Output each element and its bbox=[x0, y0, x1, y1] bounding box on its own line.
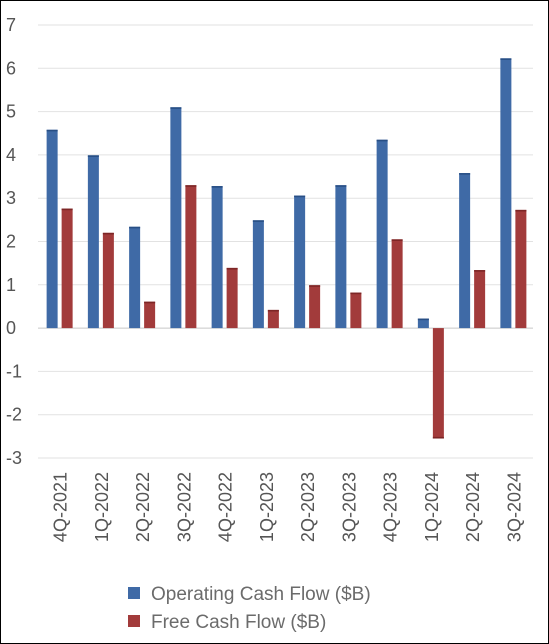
free-cash-flow-bar-cap bbox=[267, 309, 279, 312]
y-tick-label: 1 bbox=[6, 275, 16, 295]
x-axis-ticks: 4Q-2021 1Q-2022 2Q-2022 3Q-2022 4Q-2022 1Q-20… bbox=[51, 472, 525, 542]
operating-cash-flow-bar-cap bbox=[417, 318, 429, 321]
operating-cash-flow-bar bbox=[252, 220, 264, 329]
operating-cash-flow-bar-cap bbox=[376, 139, 388, 142]
free-cash-flow-bar bbox=[350, 292, 362, 329]
x-tick-label: 1Q-2024 bbox=[422, 472, 442, 542]
operating-cash-flow-bar-cap bbox=[500, 58, 512, 60]
operating-cash-flow-bar-cap bbox=[87, 155, 99, 157]
free-cash-flow-bar bbox=[474, 270, 486, 329]
x-tick-label: 3Q-2024 bbox=[504, 472, 524, 542]
operating-cash-flow-bar-cap bbox=[129, 226, 141, 229]
legend: Operating Cash Flow ($B) Free Cash Flow (… bbox=[128, 584, 371, 633]
operating-cash-flow-bar-cap bbox=[294, 195, 306, 198]
free-cash-flow-bar-cap bbox=[185, 185, 197, 187]
y-tick-label: -2 bbox=[6, 405, 22, 425]
free-cash-flow-bar-cap bbox=[515, 209, 527, 212]
y-tick-label: 0 bbox=[6, 318, 16, 338]
free-cash-flow-bar-cap bbox=[61, 208, 73, 211]
operating-cash-flow-bar bbox=[376, 139, 388, 329]
free-cash-flow-bar bbox=[61, 208, 73, 329]
x-tick-label: 3Q-2022 bbox=[174, 472, 194, 542]
free-cash-flow-bar bbox=[432, 328, 444, 439]
x-tick-label: 4Q-2023 bbox=[381, 472, 401, 542]
operating-cash-flow-bar-cap bbox=[170, 107, 182, 109]
x-tick-label: 4Q-2021 bbox=[51, 472, 71, 542]
operating-cash-flow-bar bbox=[129, 226, 141, 329]
y-tick-label: 7 bbox=[6, 15, 16, 35]
operating-cash-flow-bar bbox=[46, 129, 58, 329]
operating-cash-flow-bar bbox=[294, 195, 306, 329]
x-tick-label: 3Q-2023 bbox=[339, 472, 359, 542]
legend-label: Operating Cash Flow ($B) bbox=[151, 584, 371, 605]
x-tick-label: 2Q-2024 bbox=[463, 472, 483, 542]
operating-cash-flow-bar bbox=[87, 155, 99, 329]
free-cash-flow-bar-cap bbox=[391, 239, 403, 241]
operating-cash-flow-bar-cap bbox=[459, 173, 471, 175]
operating-cash-flow-bar bbox=[417, 318, 429, 329]
x-tick-label: 2Q-2022 bbox=[133, 472, 153, 542]
free-cash-flow-bar-cap bbox=[309, 285, 321, 287]
free-cash-flow-bar-cap bbox=[350, 292, 362, 295]
operating-cash-flow-bar bbox=[500, 58, 512, 329]
y-tick-label: -3 bbox=[6, 448, 22, 468]
x-tick-label: 2Q-2023 bbox=[298, 472, 318, 542]
free-cash-flow-bar bbox=[391, 239, 403, 329]
legend-swatch bbox=[128, 615, 140, 627]
free-cash-flow-bar-cap bbox=[226, 267, 238, 270]
y-axis-ticks: 7 6 5 4 3 2 1 0 -1 -2 -3 bbox=[6, 15, 22, 468]
y-tick-label: -1 bbox=[6, 361, 22, 381]
y-tick-label: 5 bbox=[6, 102, 16, 122]
free-cash-flow-bar-cap bbox=[432, 436, 444, 439]
free-cash-flow-bar bbox=[226, 267, 238, 329]
x-tick-label: 1Q-2023 bbox=[257, 472, 277, 542]
operating-cash-flow-bar-cap bbox=[46, 129, 58, 132]
y-tick-label: 3 bbox=[6, 188, 16, 208]
gridlines bbox=[38, 24, 533, 459]
y-tick-label: 2 bbox=[6, 232, 16, 252]
free-cash-flow-bar bbox=[102, 232, 114, 329]
free-cash-flow-bar-cap bbox=[144, 301, 156, 304]
operating-cash-flow-bar bbox=[335, 185, 347, 329]
free-cash-flow-bar bbox=[144, 301, 156, 329]
operating-cash-flow-bar bbox=[459, 173, 471, 329]
free-cash-flow-bar-cap bbox=[474, 270, 486, 272]
x-tick-label: 4Q-2022 bbox=[216, 472, 236, 542]
x-tick-label: 1Q-2022 bbox=[92, 472, 112, 542]
operating-cash-flow-bar bbox=[170, 107, 182, 329]
y-tick-label: 6 bbox=[6, 58, 16, 78]
legend-label: Free Cash Flow ($B) bbox=[151, 612, 326, 633]
operating-cash-flow-bar-cap bbox=[252, 220, 264, 222]
legend-swatch bbox=[128, 587, 140, 599]
y-tick-label: 4 bbox=[6, 145, 16, 165]
operating-cash-flow-bar-cap bbox=[211, 186, 223, 188]
operating-cash-flow-bar bbox=[211, 186, 223, 329]
operating-cash-flow-bar-cap bbox=[335, 185, 347, 187]
free-cash-flow-bar bbox=[515, 209, 527, 329]
free-cash-flow-bar bbox=[267, 309, 279, 329]
free-cash-flow-bar bbox=[309, 285, 321, 329]
free-cash-flow-bar bbox=[185, 185, 197, 329]
free-cash-flow-bar-cap bbox=[102, 232, 114, 235]
bars bbox=[46, 58, 527, 439]
